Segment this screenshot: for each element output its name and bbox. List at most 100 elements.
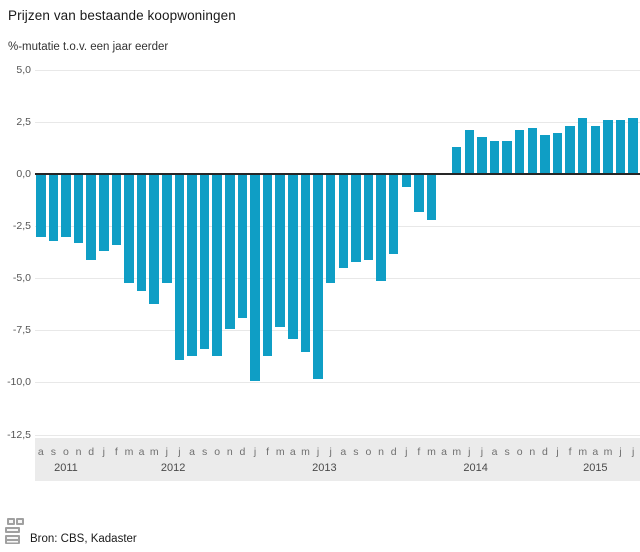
bar-n-27 <box>376 174 386 281</box>
bar-a-0 <box>36 174 46 237</box>
bar-j-47 <box>628 117 638 175</box>
y-tick-label: 2,5 <box>16 115 31 128</box>
month-label: a <box>289 446 296 458</box>
month-label: o <box>365 446 372 458</box>
month-label: m <box>275 446 285 458</box>
bar-n-3 <box>73 174 84 244</box>
month-label: s <box>504 446 510 458</box>
year-label-2012: 2012 <box>160 462 186 474</box>
bar-j-46 <box>615 120 626 175</box>
bar-m-31 <box>426 174 437 221</box>
x-axis-strip <box>35 438 640 481</box>
month-label: j <box>405 446 408 458</box>
month-label: s <box>50 446 56 458</box>
bar-o-2 <box>61 174 71 237</box>
month-label: j <box>556 446 559 458</box>
month-label: j <box>631 446 635 458</box>
month-label: a <box>441 446 447 458</box>
month-label: d <box>390 446 397 458</box>
bar-j-41 <box>552 132 563 175</box>
y-tick-label: 0,0 <box>16 167 31 180</box>
bar-m-33 <box>451 147 462 175</box>
month-label: a <box>340 446 347 458</box>
month-label: j <box>253 446 257 458</box>
bar-d-40 <box>540 134 550 175</box>
bar-d-4 <box>86 174 96 260</box>
bar-f-30 <box>414 174 424 212</box>
bar-j-10 <box>162 174 172 283</box>
bar-n-39 <box>527 128 538 175</box>
y-tick-label: -7,5 <box>12 324 31 337</box>
month-label: j <box>468 446 471 458</box>
month-label: m <box>427 446 436 458</box>
month-label: m <box>301 446 310 458</box>
bar-m-21 <box>300 174 311 352</box>
bar-j-22 <box>313 174 323 379</box>
month-label: n <box>226 446 233 458</box>
bar-m-9 <box>149 174 159 304</box>
y-tick-label: 5,0 <box>16 63 31 76</box>
bar-m-19 <box>275 174 285 327</box>
bar-d-16 <box>237 174 248 319</box>
month-label: f <box>114 446 118 458</box>
gridline <box>35 382 640 384</box>
bar-f-6 <box>111 174 122 246</box>
bar-s-37 <box>502 140 512 175</box>
gridline <box>35 225 640 227</box>
bar-a-36 <box>489 140 500 175</box>
bar-s-13 <box>199 174 210 350</box>
bar-j-23 <box>325 174 336 283</box>
bar-f-42 <box>565 126 575 175</box>
bar-j-11 <box>174 174 185 360</box>
month-label: s <box>353 446 359 458</box>
year-label-2011: 2011 <box>54 462 78 474</box>
month-label: j <box>178 446 181 458</box>
bar-a-12 <box>187 174 197 356</box>
month-label: n <box>75 446 82 458</box>
year-label-2015: 2015 <box>583 462 608 474</box>
y-tick-label: -12,5 <box>7 428 31 441</box>
gridline <box>35 330 640 332</box>
bar-a-8 <box>136 174 147 292</box>
month-label: s <box>201 446 208 458</box>
bar-a-44 <box>590 126 601 175</box>
bar-j-34 <box>464 130 475 175</box>
month-label: d <box>239 446 246 458</box>
month-label: f <box>417 446 421 458</box>
month-label: j <box>102 446 105 458</box>
bar-m-45 <box>603 120 613 175</box>
month-label: o <box>63 446 69 458</box>
bar-m-43 <box>577 117 588 175</box>
month-label: d <box>88 446 95 458</box>
bar-m-7 <box>124 174 134 283</box>
y-tick-label: -10,0 <box>7 376 31 389</box>
month-label: a <box>138 446 145 458</box>
month-label: j <box>329 446 332 458</box>
bar-s-25 <box>351 174 361 262</box>
month-label: a <box>592 446 599 458</box>
month-label: n <box>529 446 536 458</box>
year-label-2013: 2013 <box>312 462 337 474</box>
gridline <box>35 121 640 123</box>
month-label: o <box>516 446 523 458</box>
y-tick-label: -5,0 <box>12 272 31 285</box>
gridline <box>35 278 640 280</box>
bar-j-5 <box>99 174 109 252</box>
bar-d-28 <box>388 174 399 254</box>
month-label: m <box>578 446 588 458</box>
month-label: f <box>568 446 572 458</box>
zero-axis-line <box>35 173 640 176</box>
gridline <box>35 434 640 436</box>
source-label: Bron: CBS, Kadaster <box>30 533 137 545</box>
month-label: m <box>452 446 462 458</box>
month-label: a <box>491 446 498 458</box>
chart-subtitle: %-mutatie t.o.v. een jaar eerder <box>8 41 169 53</box>
bar-o-14 <box>212 174 222 356</box>
bar-n-15 <box>225 174 235 329</box>
bar-a-24 <box>338 174 348 269</box>
month-label: m <box>603 446 613 458</box>
gridline <box>35 69 640 71</box>
month-label: a <box>37 446 44 458</box>
bar-s-1 <box>48 174 59 242</box>
